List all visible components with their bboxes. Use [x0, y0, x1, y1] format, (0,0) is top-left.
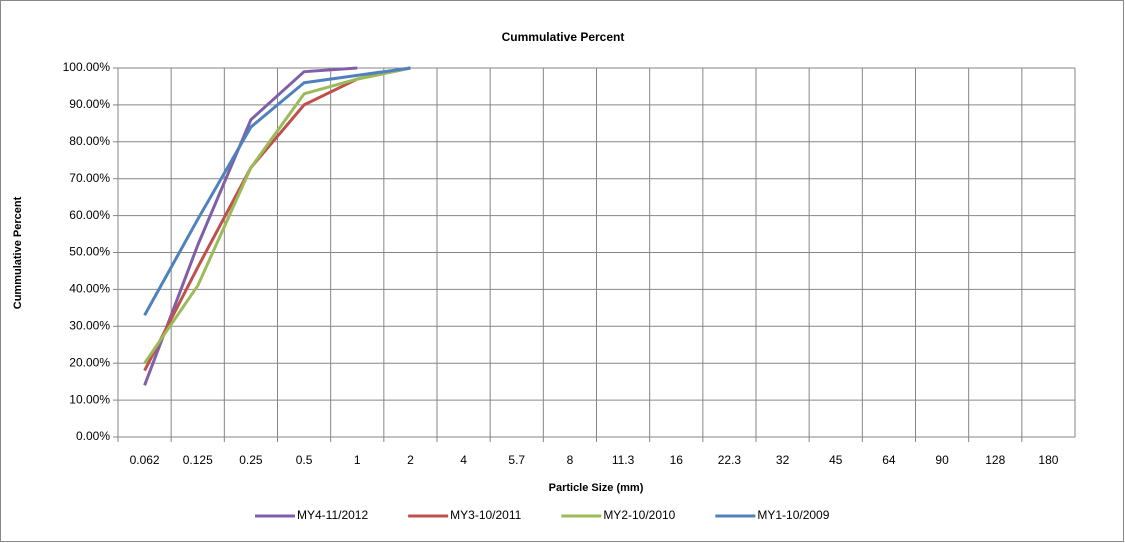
- x-tick-label: 5.7: [508, 453, 525, 467]
- chart-title: Cummulative Percent: [502, 30, 625, 44]
- x-tick-label: 0.125: [183, 453, 213, 467]
- series-line: [143, 66, 411, 316]
- legend-label: MY1-10/2009: [757, 508, 829, 522]
- y-tick-label: 0.00%: [76, 429, 110, 443]
- y-tick-label: 40.00%: [69, 282, 110, 296]
- legend-label: MY4-11/2012: [297, 508, 368, 522]
- y-tick-label: 70.00%: [69, 171, 110, 185]
- legend-label: MY2-10/2010: [603, 508, 675, 522]
- x-tick-label: 2: [407, 453, 414, 467]
- x-tick-label: 0.25: [239, 453, 263, 467]
- x-tick-label: 45: [829, 453, 843, 467]
- y-tick-label: 30.00%: [69, 318, 110, 332]
- y-tick-label: 100.00%: [63, 60, 111, 74]
- x-tick-label: 64: [882, 453, 896, 467]
- y-tick-label: 60.00%: [69, 208, 110, 222]
- x-tick-label: 90: [935, 453, 949, 467]
- x-tick-label: 8: [567, 453, 574, 467]
- x-tick-label: 0.062: [130, 453, 160, 467]
- x-tick-label: 16: [670, 453, 684, 467]
- y-tick-label: 90.00%: [69, 97, 110, 111]
- x-axis-label: Particle Size (mm): [549, 482, 644, 494]
- x-tick-label: 0.5: [296, 453, 313, 467]
- y-tick-label: 20.00%: [69, 355, 110, 369]
- x-tick-label: 4: [460, 453, 467, 467]
- y-axis-label: Cummulative Percent: [12, 196, 24, 309]
- y-tick-label: 50.00%: [69, 245, 110, 259]
- legend-label: MY3-10/2011: [450, 508, 521, 522]
- x-tick-label: 32: [776, 453, 790, 467]
- x-tick-label: 180: [1038, 453, 1058, 467]
- x-tick-label: 1: [354, 453, 361, 467]
- series-line: [143, 66, 411, 365]
- x-tick-label: 22.3: [718, 453, 742, 467]
- y-tick-label: 10.00%: [69, 392, 110, 406]
- series-line: [143, 66, 358, 386]
- x-tick-label: 128: [985, 453, 1005, 467]
- x-tick-label: 11.3: [612, 453, 635, 467]
- y-tick-label: 80.00%: [69, 134, 110, 148]
